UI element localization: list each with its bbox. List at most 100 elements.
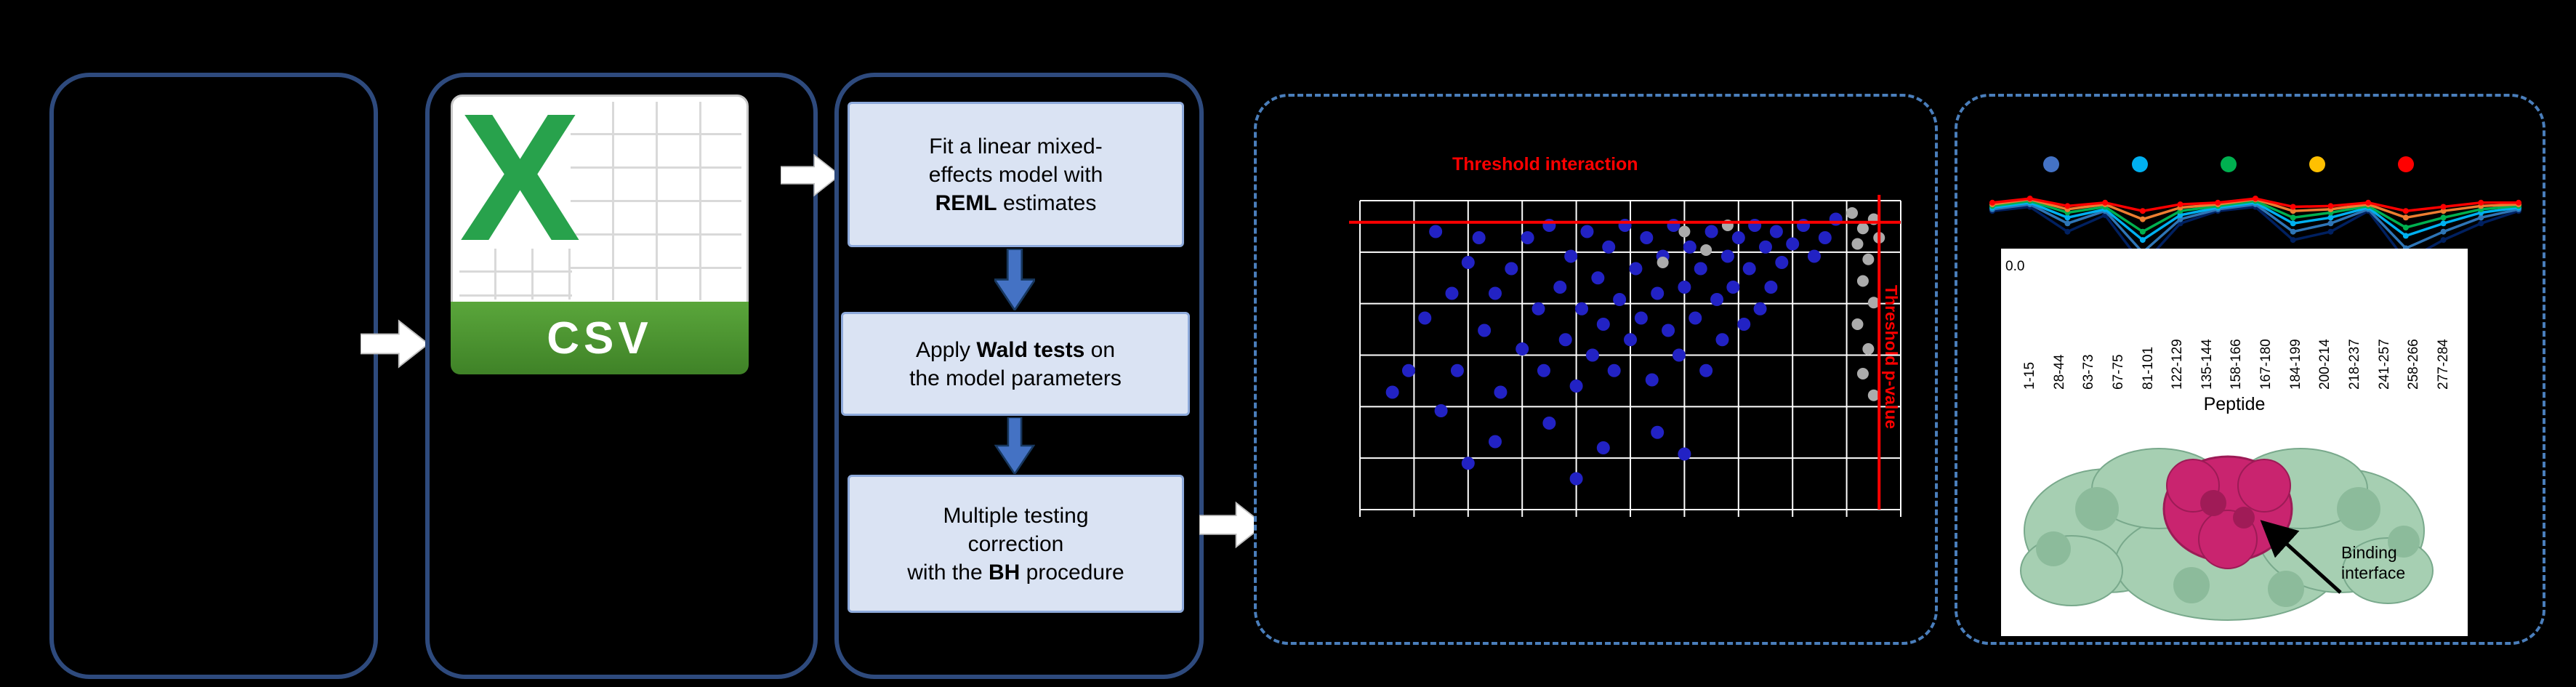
scatter-point-significant	[1818, 231, 1832, 244]
scatter-point-significant	[1720, 249, 1734, 263]
scatter-point-significant	[1542, 417, 1556, 430]
line-marker-red	[2478, 199, 2484, 206]
scatter-point-significant	[1651, 286, 1665, 300]
scatter-point-significant	[1683, 240, 1696, 254]
scatter-point-significant	[1678, 447, 1691, 461]
scatter-point-significant	[1461, 256, 1475, 269]
scatter-point-significant	[1769, 225, 1783, 238]
scatter-point-significant	[1618, 219, 1632, 232]
scatter-point-significant	[1629, 262, 1643, 276]
line-marker-red	[1989, 199, 1995, 206]
peptide-tick-label: 67-75	[2110, 354, 2126, 390]
results-plot-box	[1254, 94, 1938, 645]
scatter-point-significant	[1797, 219, 1811, 232]
line-marker-orange	[2402, 214, 2409, 221]
line-marker-red	[2327, 203, 2334, 209]
line-marker-orange	[2139, 216, 2146, 222]
peptide-tick-label: 63-73	[2081, 354, 2097, 390]
peptide-tick-label: 200-214	[2317, 339, 2333, 390]
line-marker-green	[2402, 225, 2409, 230]
excel-x-logo: X	[459, 76, 581, 278]
line-marker-dark-blue	[2440, 237, 2447, 244]
peptide-axis-title: Peptide	[2203, 394, 2266, 414]
scatter-point-nonsignificant	[1846, 207, 1859, 219]
scatter-point-significant	[1645, 373, 1659, 387]
scatter-point-significant	[1553, 281, 1567, 294]
binding-interface-arrow	[2260, 520, 2342, 594]
step-text-bold: REML	[935, 190, 997, 215]
scatter-point-nonsignificant	[1867, 297, 1880, 309]
scatter-point-significant	[1558, 333, 1572, 347]
step-text: Apply	[915, 337, 977, 362]
step-text: Multiple testing correction with the	[907, 503, 1089, 584]
input-box	[49, 73, 378, 679]
binding-interface-region	[2162, 455, 2293, 569]
csv-file-icon: X CSV	[451, 76, 749, 374]
line-marker-green	[2139, 228, 2146, 235]
scatter-point-significant	[1569, 379, 1583, 393]
scatter-point-significant	[1731, 231, 1745, 244]
peptide-tick-label: 258-266	[2406, 339, 2422, 390]
line-marker-red	[2365, 199, 2372, 206]
peptide-tick-label: 81-101	[2140, 346, 2156, 390]
flow-arrow-down-2	[994, 417, 1035, 474]
scatter-point-nonsignificant	[1867, 389, 1880, 401]
scatter-point-significant	[1401, 363, 1415, 377]
line-marker-red	[2440, 204, 2447, 210]
scatter-point-significant	[1710, 293, 1724, 306]
scatter-point-significant	[1580, 225, 1594, 238]
scatter-point-significant	[1450, 363, 1464, 377]
peptide-tick-label: 277-284	[2435, 339, 2451, 390]
scatter-point-significant	[1537, 363, 1550, 377]
line-marker-cyan	[2139, 237, 2146, 244]
peptide-tick-label: 28-44	[2051, 354, 2067, 390]
line-marker-red	[2215, 199, 2221, 206]
scatter-point-significant	[1715, 333, 1729, 347]
line-marker-green	[2290, 214, 2296, 221]
scatter-point-significant	[1764, 281, 1778, 294]
step-multiple-testing: Multiple testing correction with the BH …	[848, 475, 1184, 613]
peptide-tick-label: 241-257	[2376, 339, 2392, 390]
line-marker-red	[2064, 203, 2071, 209]
peptide-tick-label: 218-237	[2347, 339, 2363, 390]
line-marker-cyan	[2327, 214, 2334, 221]
scatter-point-significant	[1585, 348, 1599, 362]
line-marker-red	[2516, 199, 2521, 206]
scatter-point-significant	[1807, 249, 1821, 263]
peptide-tick-label: 184-199	[2287, 339, 2303, 390]
scatter-point-significant	[1596, 441, 1610, 454]
scatter-point-significant	[1742, 262, 1756, 276]
threshold-pvalue-label: Threshold p-value	[1882, 285, 1901, 430]
scatter-point-significant	[1505, 262, 1518, 276]
scatter-point-nonsignificant	[1851, 318, 1864, 330]
line-marker-dark-blue	[2478, 220, 2484, 227]
peptide-tick-label: 122-129	[2170, 339, 2186, 390]
step-fit-model: Fit a linear mixed- effects model with R…	[848, 102, 1184, 247]
line-marker-blue	[2177, 216, 2183, 222]
scatter-point-significant	[1542, 219, 1556, 232]
scatter-point-significant	[1672, 348, 1686, 362]
scatter-point-nonsignificant	[1856, 275, 1869, 287]
scatter-point-significant	[1445, 286, 1459, 300]
step-text: Fit a linear mixed- effects model with	[928, 134, 1103, 187]
scatter-point-significant	[1434, 404, 1448, 417]
scatter-point-significant	[1667, 219, 1681, 232]
legend-dot	[2132, 156, 2148, 172]
scatter-point-significant	[1689, 311, 1702, 325]
flow-arrow-right-1	[361, 319, 430, 369]
scatter-point-significant	[1385, 385, 1399, 399]
line-marker-red	[2177, 201, 2183, 208]
line-marker-blue	[2327, 220, 2334, 227]
line-marker-blue	[2440, 228, 2447, 235]
scatter-point-nonsignificant	[1862, 253, 1875, 265]
line-marker-cyan	[2440, 220, 2447, 227]
scatter-point-significant	[1418, 311, 1432, 325]
scatter-point-nonsignificant	[1851, 238, 1864, 250]
y-axis-tick-label: 0.0	[2005, 259, 2025, 274]
scatter-point-significant	[1651, 425, 1665, 439]
peptide-tick-label: 167-180	[2258, 339, 2274, 390]
step-text-bold: BH	[988, 560, 1021, 584]
line-marker-red	[2026, 196, 2033, 202]
scatter-point-significant	[1516, 342, 1529, 355]
